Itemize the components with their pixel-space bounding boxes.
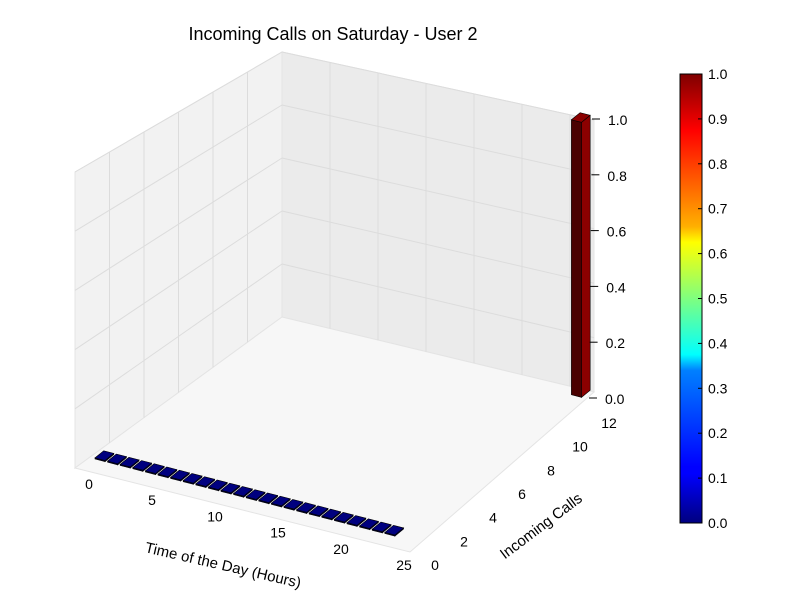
y-tick-label: 10	[572, 439, 588, 455]
z-tick-label: 0.8	[607, 168, 627, 184]
colorbar-tick-label: 0.5	[708, 291, 728, 307]
grid-line	[281, 210, 595, 284]
bar	[570, 112, 591, 398]
z-tick-label: 1.0	[608, 112, 628, 128]
bar	[308, 505, 329, 518]
bar	[220, 482, 241, 495]
colorbar-tick-label: 0.3	[708, 380, 728, 396]
y-axis-label: Incoming Calls	[497, 490, 586, 563]
z-tick-label: 0.2	[606, 335, 626, 351]
colorbar-tick-label: 0.4	[708, 335, 728, 351]
grid-line	[281, 104, 595, 175]
colorbar-tick-label: 0.1	[708, 470, 728, 486]
bar	[245, 489, 266, 502]
colorbar-tick-label: 0.7	[708, 201, 728, 217]
colorbar-tick-label: 0.0	[708, 515, 728, 531]
y-tick-label: 12	[601, 415, 617, 431]
grid-line	[281, 157, 595, 230]
y-tick-label: 4	[489, 510, 497, 526]
bar	[321, 508, 342, 521]
bar	[119, 456, 140, 469]
bar	[346, 515, 367, 528]
colorbar-tick-label: 0.8	[708, 156, 728, 172]
bar	[258, 492, 279, 505]
bar	[144, 463, 165, 476]
bar	[195, 476, 216, 489]
grid-line	[281, 51, 595, 121]
bar	[232, 486, 254, 498]
bar	[169, 469, 191, 482]
grid-line	[281, 263, 595, 339]
x-axis-label: Time of the Day (Hours)	[143, 539, 302, 591]
colorbar-tick-label: 0.6	[708, 246, 728, 262]
bar	[207, 479, 228, 492]
colorbar-tick-label: 1.0	[708, 66, 728, 82]
z-tick-label: 0.0	[605, 391, 625, 407]
x-tick-label: 10	[207, 508, 223, 524]
x-tick-label: 25	[396, 557, 412, 573]
z-tick-label: 0.4	[606, 279, 626, 295]
x-tick-label: 5	[148, 492, 156, 508]
bar	[295, 502, 317, 515]
axis-panes	[73, 51, 596, 553]
colorbar: 0.0 0.1 0.2 0.3 0.4 0.5 0.6 0.7 0.8 0.9 1.0	[679, 66, 728, 531]
chart-title: Incoming Calls on Saturday - User 2	[188, 24, 477, 44]
z-tick-label: 0.6	[607, 224, 627, 240]
bar	[283, 499, 304, 511]
bar	[182, 473, 203, 485]
x-tick-label: 20	[333, 541, 349, 557]
y-tick-label: 2	[460, 533, 468, 549]
bar	[132, 460, 153, 472]
bar	[157, 466, 178, 479]
grid-lines	[74, 51, 595, 443]
y-tick-label: 6	[518, 486, 526, 502]
colorbar-tick-label: 0.2	[708, 425, 728, 441]
bar	[94, 450, 115, 463]
x-tick-label: 15	[270, 525, 286, 541]
bar	[270, 495, 291, 508]
colorbar-ticks: 0.0 0.1 0.2 0.3 0.4 0.5 0.6 0.7 0.8 0.9 1.0	[698, 66, 728, 531]
bar	[371, 521, 392, 534]
tick-labels: 0 5 10 15 20 25 0 2 4 6 8 10 12 0.0 0.2 0.4 0.6 0.8 1.0	[85, 112, 628, 573]
bar	[358, 518, 380, 531]
bar	[106, 453, 128, 466]
bar	[384, 524, 405, 537]
x-tick-label: 0	[85, 476, 93, 492]
colorbar-tick-label: 0.9	[708, 111, 728, 127]
bars	[94, 112, 591, 537]
y-tick-label: 0	[431, 557, 439, 573]
y-tick-label: 8	[547, 462, 555, 478]
bar	[333, 512, 354, 524]
